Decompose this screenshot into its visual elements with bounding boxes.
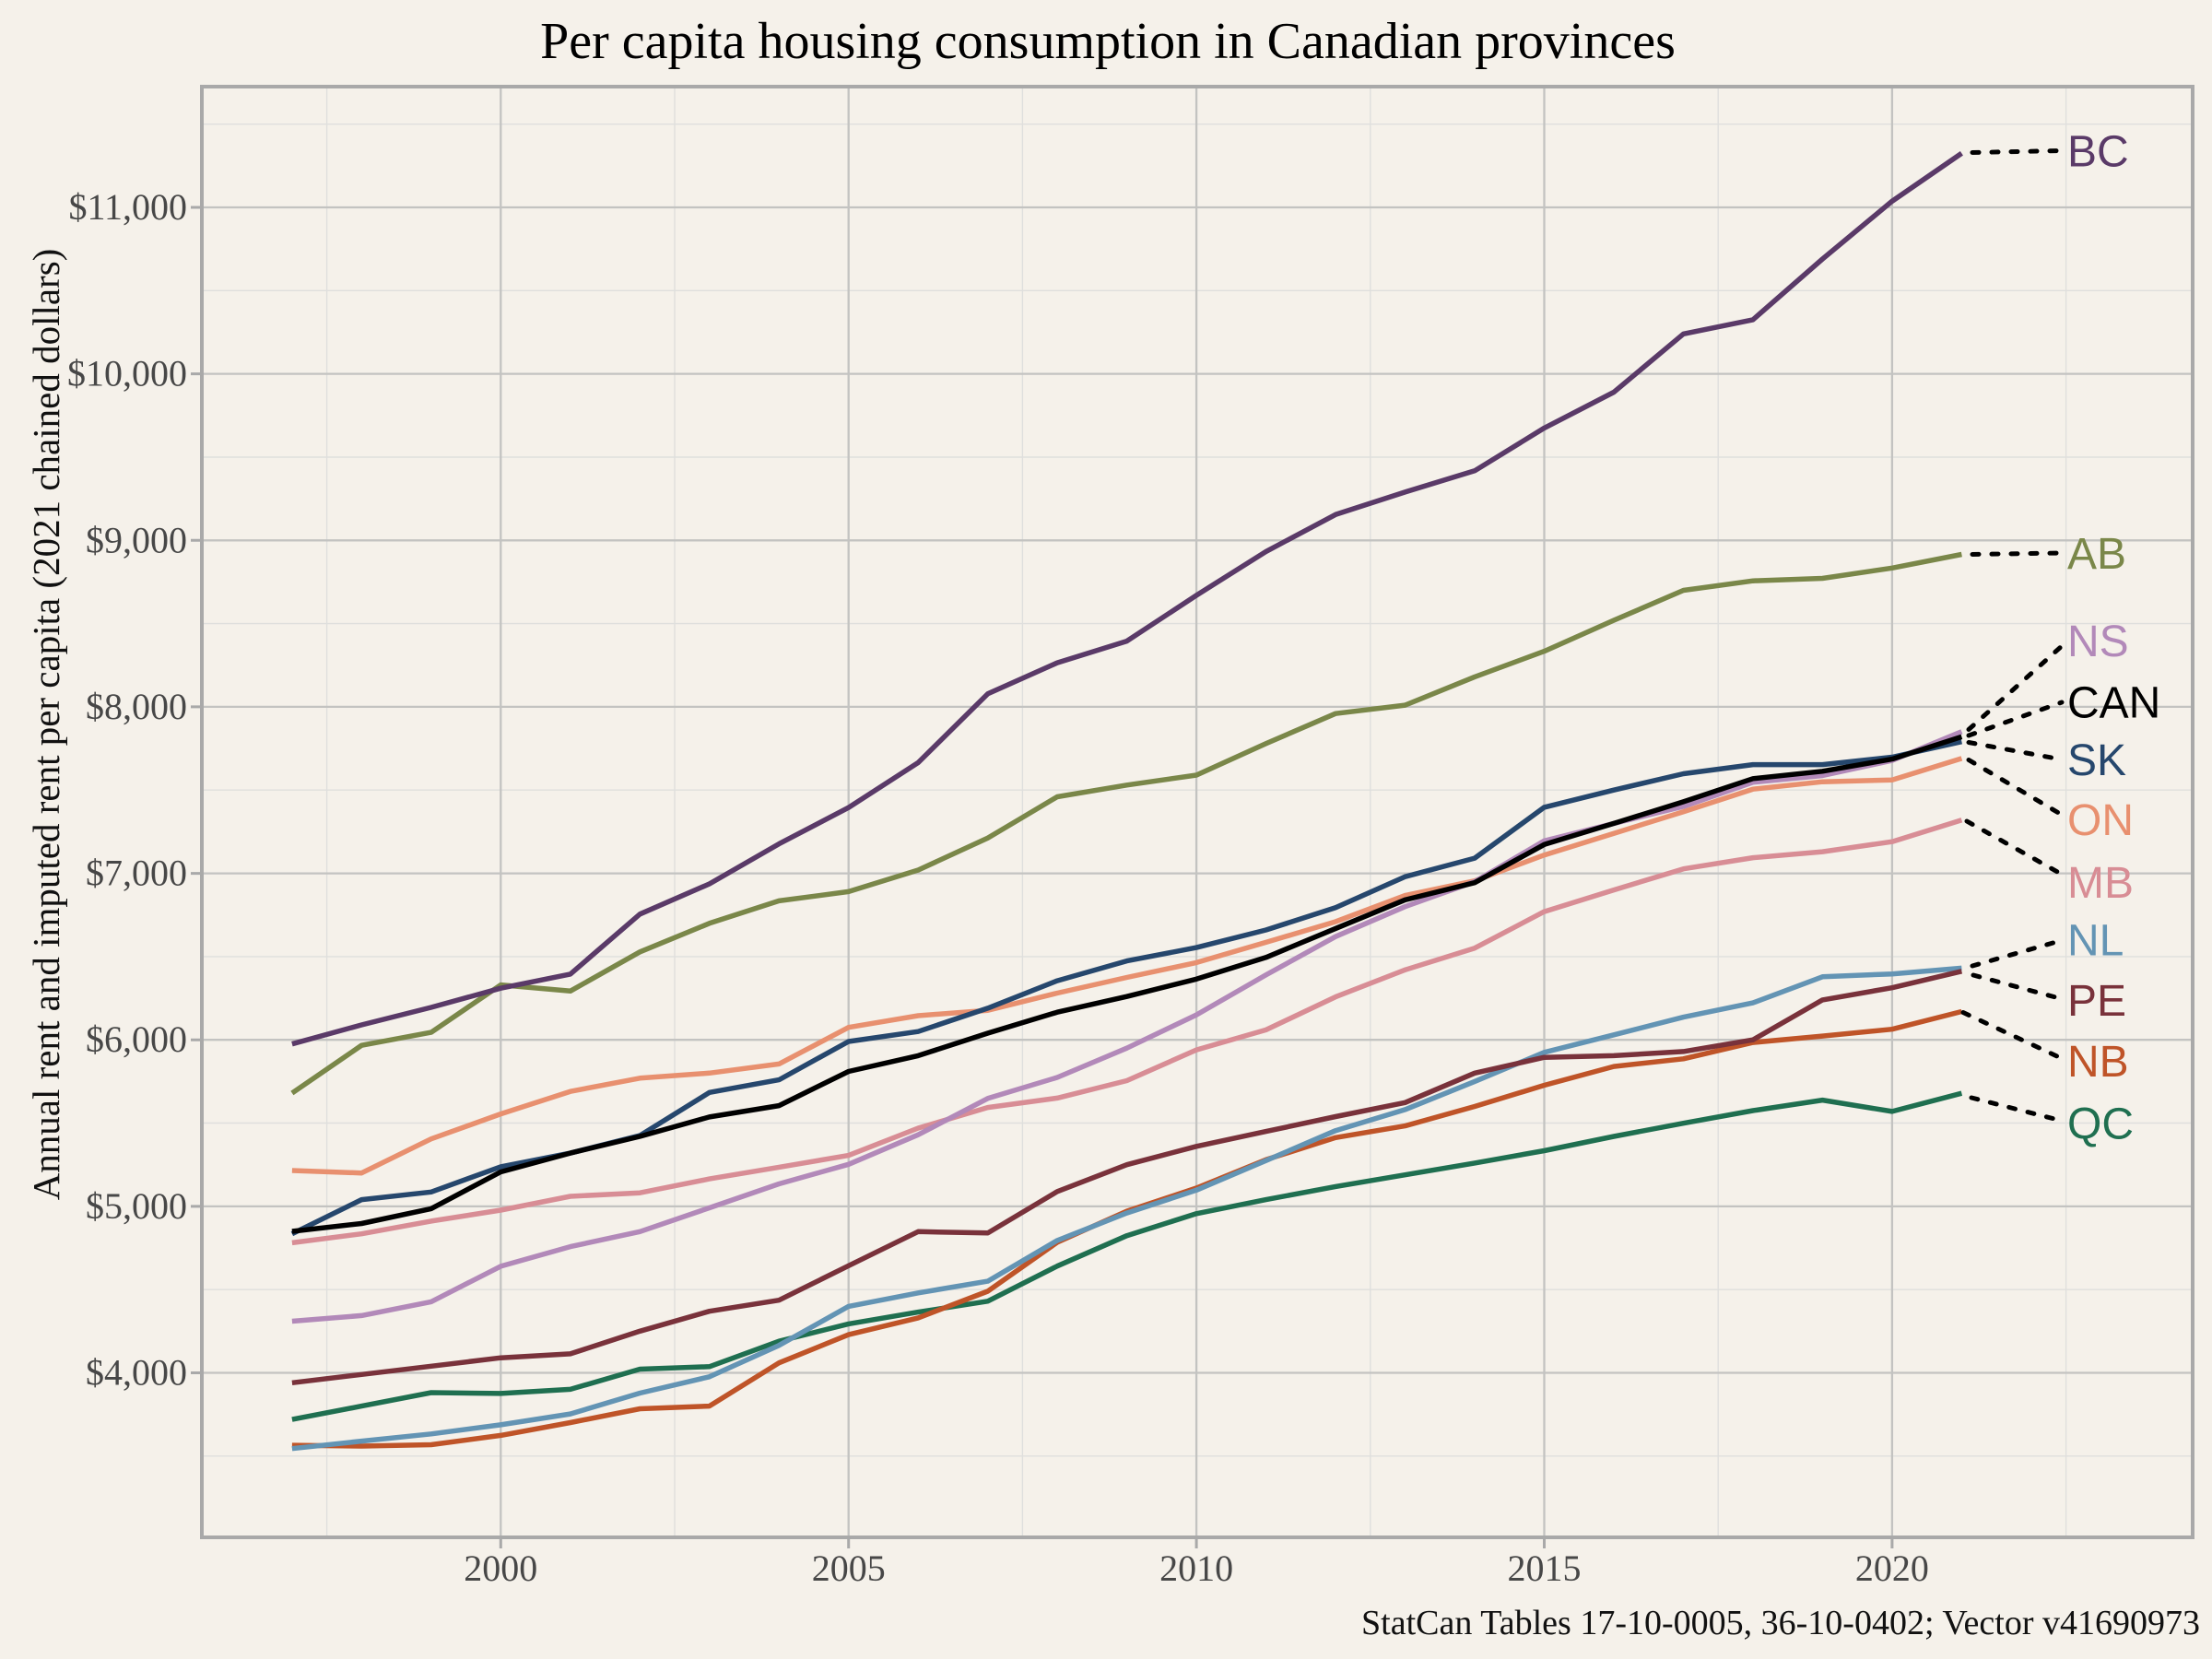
svg-text:QC: QC — [2067, 1100, 2134, 1148]
svg-text:NB: NB — [2067, 1038, 2129, 1087]
svg-text:2020: 2020 — [1855, 1547, 1929, 1589]
svg-text:$8,000: $8,000 — [86, 686, 187, 727]
svg-text:Annual rent and imputed rent p: Annual rent and imputed rent per capita … — [25, 249, 67, 1201]
svg-text:2005: 2005 — [812, 1547, 886, 1589]
svg-text:BC: BC — [2067, 128, 2129, 177]
svg-text:NS: NS — [2067, 618, 2129, 666]
svg-text:$11,000: $11,000 — [68, 186, 187, 228]
svg-text:2000: 2000 — [464, 1547, 537, 1589]
svg-text:$4,000: $4,000 — [86, 1352, 187, 1394]
svg-text:2010: 2010 — [1159, 1547, 1233, 1589]
svg-text:$9,000: $9,000 — [86, 519, 187, 560]
svg-text:NL: NL — [2067, 916, 2124, 965]
svg-text:2015: 2015 — [1508, 1547, 1582, 1589]
svg-text:CAN: CAN — [2067, 679, 2160, 728]
svg-text:$7,000: $7,000 — [86, 853, 187, 894]
svg-text:Per capita housing consumption: Per capita housing consumption in Canadi… — [540, 13, 1676, 70]
svg-text:PE: PE — [2067, 977, 2126, 1026]
svg-text:$6,000: $6,000 — [86, 1018, 187, 1060]
svg-text:SK: SK — [2067, 736, 2126, 785]
svg-text:AB: AB — [2067, 530, 2126, 579]
svg-text:MB: MB — [2067, 859, 2134, 908]
svg-text:$5,000: $5,000 — [86, 1185, 187, 1227]
svg-text:ON: ON — [2067, 796, 2134, 845]
svg-text:$10,000: $10,000 — [67, 353, 187, 394]
svg-text:StatCan Tables 17-10-0005, 36-: StatCan Tables 17-10-0005, 36-10-0402; V… — [1361, 1604, 2200, 1642]
